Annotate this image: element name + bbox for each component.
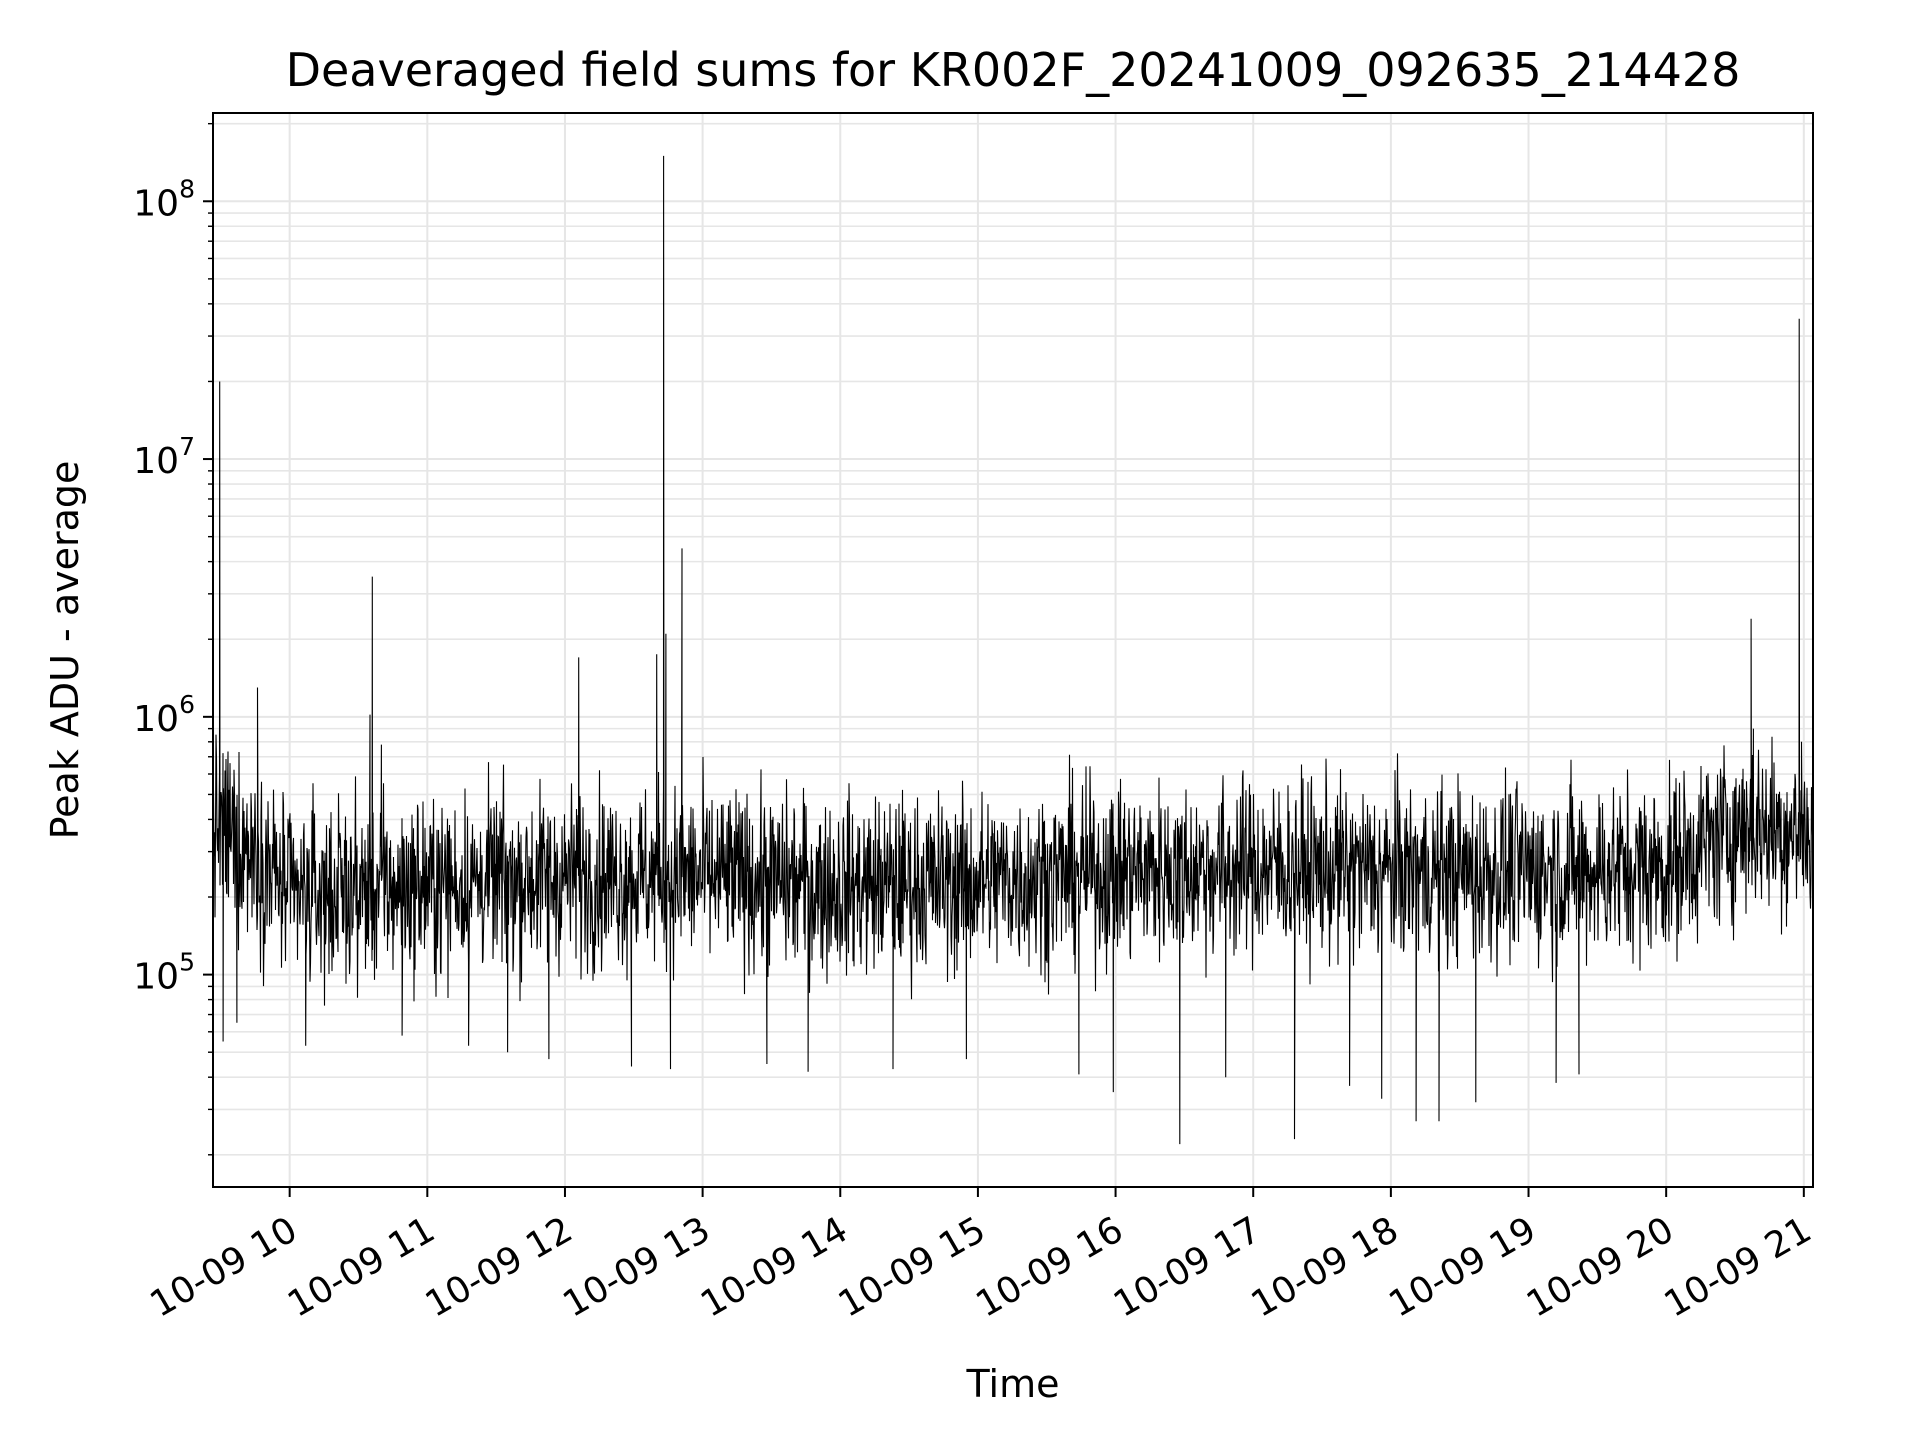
y-tick-base: 10 [133, 441, 179, 482]
chart-title: Deaveraged field sums for KR002F_2024100… [286, 43, 1741, 97]
y-tick-label: 106 [133, 690, 195, 740]
series-line [213, 155, 1813, 1145]
y-tick-exponent: 7 [179, 432, 195, 461]
y-tick-base: 10 [133, 183, 179, 224]
y-tick-base: 10 [133, 957, 179, 998]
y-tick-base: 10 [133, 699, 179, 740]
series-path [213, 155, 1813, 1145]
y-axis-label: Peak ADU - average [43, 461, 87, 840]
y-tick-exponent: 6 [179, 690, 195, 719]
y-tick-exponent: 5 [179, 948, 195, 977]
y-tick-exponent: 8 [179, 174, 195, 203]
y-tick-label: 107 [133, 432, 195, 482]
y-tick-label: 108 [133, 174, 195, 224]
x-axis-label: Time [966, 1362, 1060, 1406]
y-tick-label: 105 [133, 948, 195, 998]
plot-frame [212, 112, 1814, 1188]
